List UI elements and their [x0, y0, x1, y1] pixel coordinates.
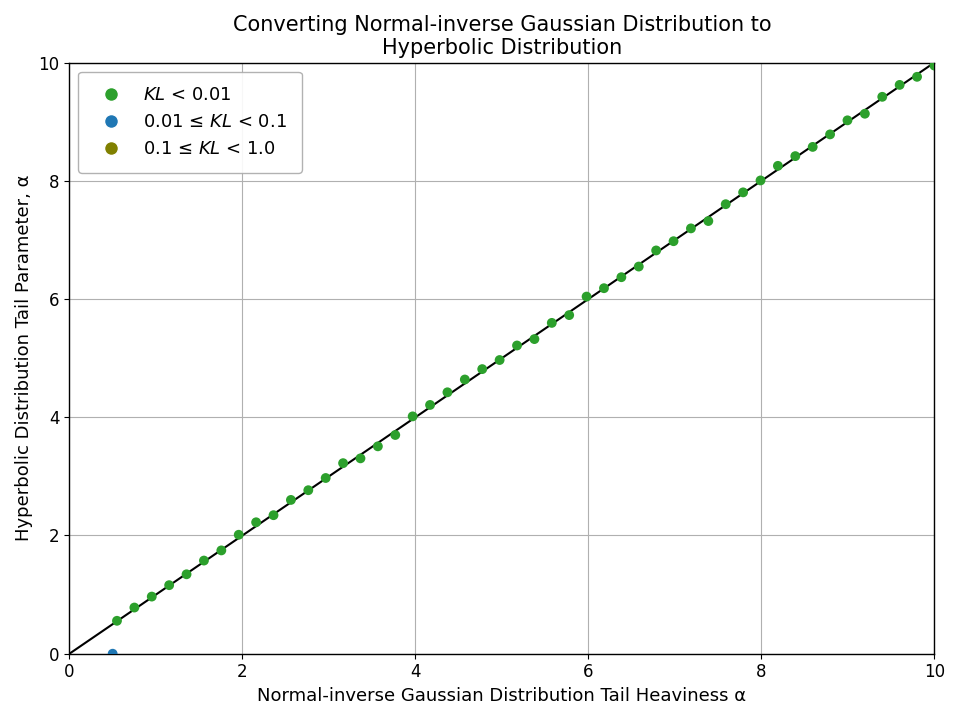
Point: [422, 399, 438, 410]
Point: [544, 317, 560, 328]
Point: [666, 235, 682, 247]
Point: [474, 364, 490, 375]
Point: [179, 569, 194, 580]
X-axis label: Normal-inverse Gaussian Distribution Tail Heaviness α: Normal-inverse Gaussian Distribution Tai…: [257, 687, 747, 705]
Point: [127, 602, 142, 613]
Point: [753, 175, 768, 186]
Point: [492, 354, 507, 366]
Point: [371, 441, 386, 452]
Point: [596, 282, 612, 294]
Point: [823, 129, 838, 140]
Point: [579, 291, 594, 302]
Point: [300, 485, 316, 496]
Point: [926, 60, 942, 71]
Point: [249, 516, 264, 528]
Point: [144, 591, 159, 603]
Point: [440, 387, 455, 398]
Point: [231, 529, 247, 541]
Point: [857, 108, 873, 120]
Point: [562, 310, 577, 321]
Point: [196, 555, 211, 567]
Point: [214, 544, 229, 556]
Point: [109, 615, 125, 626]
Y-axis label: Hyperbolic Distribution Tail Parameter, α: Hyperbolic Distribution Tail Parameter, …: [15, 175, 33, 541]
Point: [718, 199, 733, 210]
Point: [388, 429, 403, 441]
Point: [318, 472, 333, 484]
Point: [787, 150, 803, 162]
Point: [510, 340, 525, 351]
Point: [701, 215, 716, 227]
Point: [805, 141, 821, 153]
Legend: $\mathit{KL}$ < 0.01, 0.01 ≤ $\mathit{KL}$ < 0.1, 0.1 ≤ $\mathit{KL}$ < 1.0: $\mathit{KL}$ < 0.01, 0.01 ≤ $\mathit{KL…: [79, 71, 301, 173]
Point: [613, 271, 629, 283]
Point: [457, 374, 472, 385]
Point: [648, 245, 663, 256]
Point: [684, 222, 699, 234]
Point: [266, 510, 281, 521]
Point: [875, 91, 890, 102]
Title: Converting Normal-inverse Gaussian Distribution to
Hyperbolic Distribution: Converting Normal-inverse Gaussian Distr…: [232, 15, 771, 58]
Point: [352, 453, 368, 464]
Point: [283, 494, 299, 505]
Point: [892, 79, 907, 91]
Point: [770, 160, 785, 171]
Point: [735, 186, 751, 198]
Point: [527, 333, 542, 345]
Point: [335, 457, 350, 469]
Point: [405, 410, 420, 422]
Point: [161, 580, 177, 591]
Point: [840, 114, 855, 126]
Point: [105, 648, 120, 660]
Point: [631, 261, 646, 272]
Point: [909, 71, 924, 83]
